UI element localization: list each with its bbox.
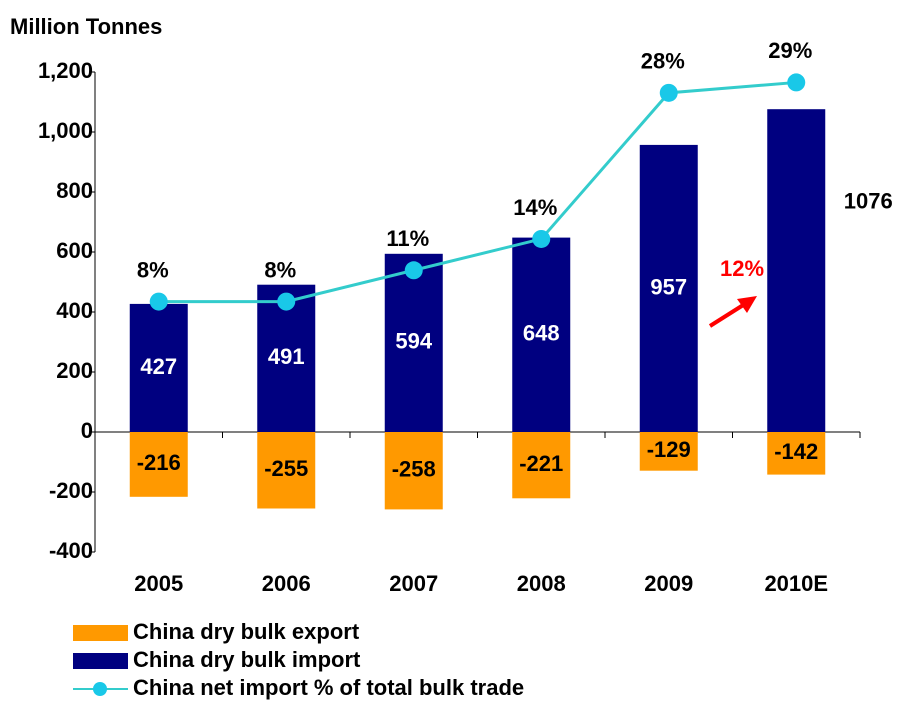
chart-title: Million Tonnes <box>10 14 162 39</box>
y-tick-label: 600 <box>56 238 93 263</box>
arrow-shaft <box>708 300 750 328</box>
bar <box>767 109 826 432</box>
data-label: 1076 <box>844 188 893 213</box>
marker <box>659 83 678 102</box>
data-label: -129 <box>647 437 691 462</box>
data-label: 648 <box>523 321 560 346</box>
bar <box>512 432 571 499</box>
bar <box>384 432 443 510</box>
bar <box>639 432 698 471</box>
x-tick-label: 2010E <box>764 571 828 596</box>
data-label: 957 <box>650 274 687 299</box>
x-tick-label: 2008 <box>517 571 566 596</box>
annotation: 12% <box>720 256 764 281</box>
line <box>158 80 797 304</box>
marker <box>787 73 806 92</box>
bar <box>384 253 443 432</box>
data-label: -255 <box>264 456 308 481</box>
data-label: -216 <box>137 450 181 475</box>
data-label: 427 <box>140 354 177 379</box>
bar <box>257 432 316 509</box>
data-label: 14% <box>513 195 557 220</box>
bar <box>129 303 188 432</box>
y-tick-label: 400 <box>56 298 93 323</box>
legend-swatch <box>73 653 128 669</box>
marker <box>404 261 423 280</box>
data-label: -258 <box>392 457 436 482</box>
bar <box>639 144 698 432</box>
legend-marker <box>93 682 107 696</box>
data-label: 8% <box>137 257 169 282</box>
data-label: -221 <box>519 451 563 476</box>
x-tick-label: 2006 <box>262 571 311 596</box>
marker <box>277 292 296 311</box>
data-label: 491 <box>268 344 305 369</box>
data-label: 8% <box>264 257 296 282</box>
y-tick-label: 1,200 <box>38 58 93 83</box>
bar <box>767 432 826 475</box>
y-tick-label: 800 <box>56 178 93 203</box>
data-label: 29% <box>768 38 812 63</box>
y-tick-label: 0 <box>81 418 93 443</box>
arrow-head <box>737 296 757 313</box>
y-tick-label: 1,000 <box>38 118 93 143</box>
legend-label: China net import % of total bulk trade <box>133 675 524 700</box>
marker <box>532 229 551 248</box>
bar <box>129 432 188 497</box>
data-label: -142 <box>774 439 818 464</box>
legend-swatch <box>73 625 128 641</box>
bar <box>512 237 571 432</box>
marker <box>149 292 168 311</box>
y-tick-label: -400 <box>49 538 93 563</box>
x-tick-label: 2005 <box>134 571 183 596</box>
legend-label: China dry bulk export <box>133 619 360 644</box>
data-label: 594 <box>395 329 432 354</box>
data-label: 28% <box>641 49 685 74</box>
x-tick-label: 2009 <box>644 571 693 596</box>
y-tick-label: -200 <box>49 478 93 503</box>
x-tick-label: 2007 <box>389 571 438 596</box>
y-tick-label: 200 <box>56 358 93 383</box>
legend-label: China dry bulk import <box>133 647 361 672</box>
data-label: 11% <box>386 226 429 251</box>
